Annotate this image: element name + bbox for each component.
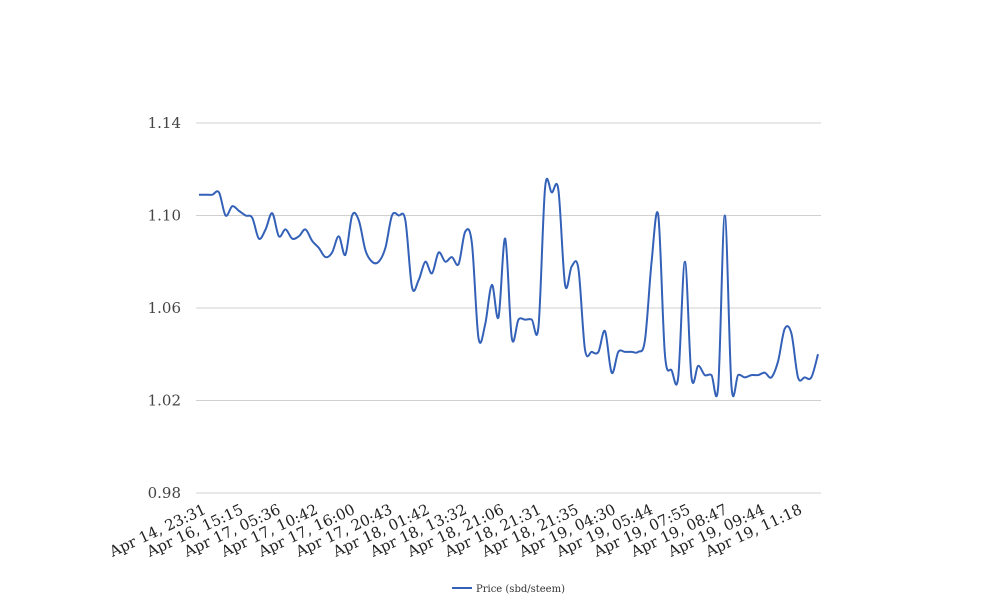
y-axis-ticks: 0.98 1.02 1.06 1.10 1.14 [148, 114, 181, 502]
series-line [198, 177, 819, 398]
series-layer [198, 177, 819, 398]
y-tick-label: 1.10 [148, 207, 181, 225]
y-tick-label: 1.02 [148, 392, 181, 410]
grid-lines [196, 122, 821, 494]
y-tick-label: 1.14 [148, 114, 181, 132]
y-tick-label: 1.06 [148, 299, 181, 317]
y-tick-label: 0.98 [148, 484, 181, 502]
legend-label: Price (sbd/steem) [476, 584, 565, 595]
legend: Price (sbd/steem) [452, 584, 565, 595]
